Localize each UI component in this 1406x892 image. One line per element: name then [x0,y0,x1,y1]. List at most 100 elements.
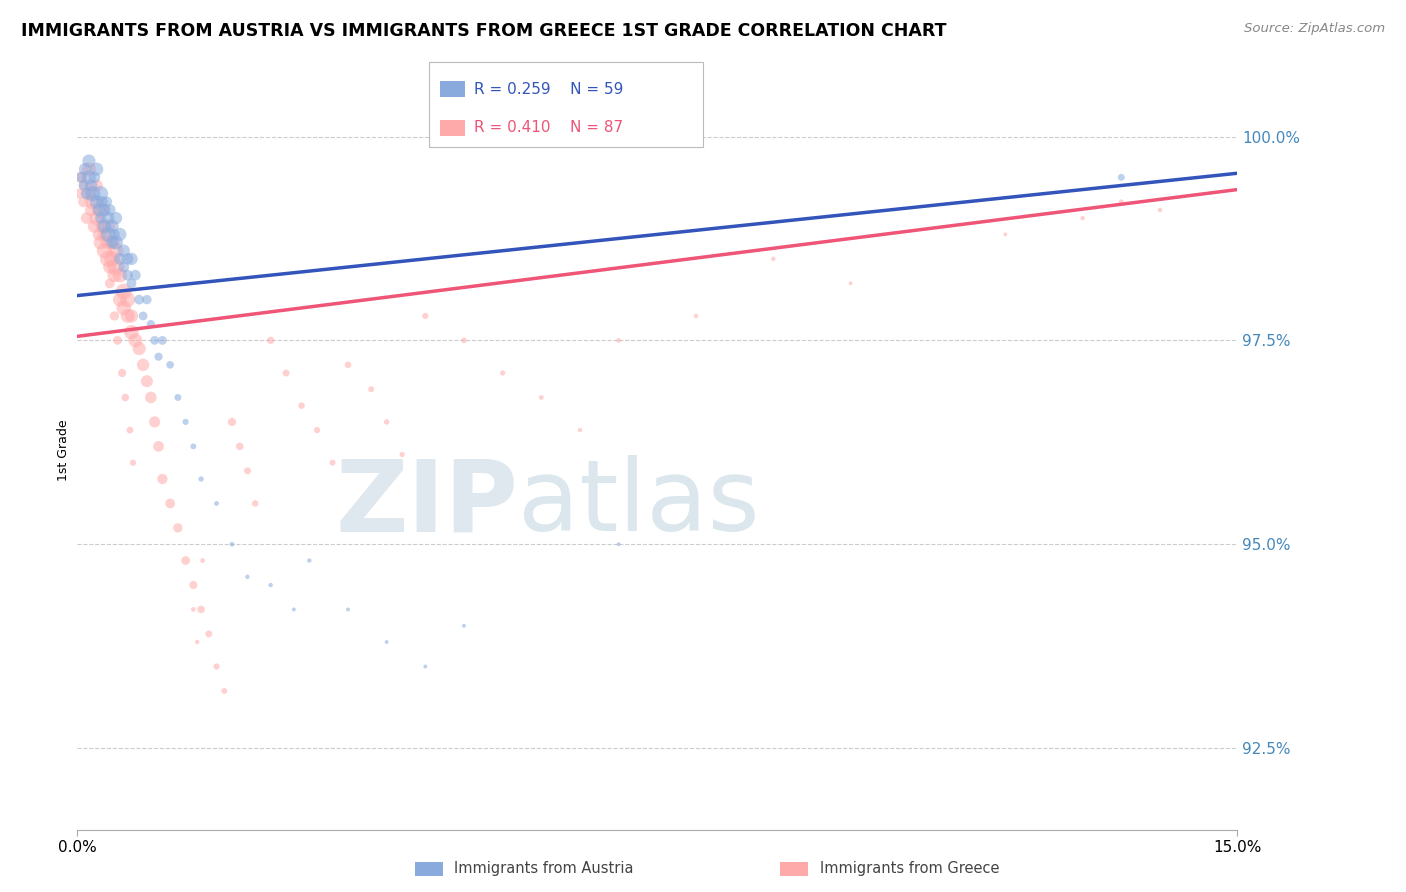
Point [839,277,862,291]
Point [120,325,143,339]
Point [259,334,281,348]
Point [191,553,214,567]
Point [77,186,100,201]
Point [70,170,93,185]
Point [112,260,135,274]
Point [77,170,100,185]
Point [283,602,305,616]
Point [166,521,188,535]
Point [101,219,124,234]
Point [205,659,228,673]
Text: IMMIGRANTS FROM AUSTRIA VS IMMIGRANTS FROM GREECE 1ST GRADE CORRELATION CHART: IMMIGRANTS FROM AUSTRIA VS IMMIGRANTS FR… [21,22,946,40]
Text: atlas: atlas [517,455,759,552]
Point [453,334,475,348]
Point [103,268,125,282]
Point [87,227,110,242]
Text: R = 0.259    N = 59: R = 0.259 N = 59 [474,82,623,96]
Point [112,244,135,258]
Point [375,415,398,429]
Point [98,202,121,217]
Point [97,227,120,242]
Point [205,496,228,510]
Point [413,309,436,323]
Point [159,358,181,372]
Point [159,496,181,510]
Point [124,334,146,348]
Point [274,366,298,380]
Point [197,627,219,641]
Point [298,553,321,567]
Text: Immigrants from Greece: Immigrants from Greece [820,862,1000,876]
Point [122,456,145,470]
Point [245,496,267,510]
Point [101,235,124,250]
Point [96,235,118,250]
Point [290,399,312,413]
Point [120,252,143,266]
Point [105,211,127,226]
Point [76,211,98,226]
Point [98,260,121,274]
Point [148,439,170,453]
Point [105,244,127,258]
Point [139,391,162,405]
Point [97,252,120,266]
Point [174,415,197,429]
Point [96,194,118,209]
Point [607,537,630,551]
Point [83,170,105,185]
Point [114,391,136,405]
Point [336,358,359,372]
Point [67,186,90,201]
Point [101,252,124,266]
Point [391,448,413,462]
Point [336,602,359,616]
Point [87,202,110,217]
Point [143,334,166,348]
Point [994,227,1017,242]
Point [174,553,197,567]
Point [86,194,108,209]
Point [70,170,93,185]
Point [90,235,111,250]
Point [86,211,108,226]
Point [90,186,111,201]
Point [112,285,135,299]
Point [762,252,785,266]
Point [83,219,105,234]
Point [236,464,259,478]
Point [86,178,108,193]
Point [148,350,170,364]
Point [108,252,131,266]
Point [120,309,143,323]
Point [108,293,131,307]
Point [530,391,553,405]
Point [139,317,162,331]
Point [124,268,146,282]
Point [103,309,125,323]
Point [568,423,592,437]
Point [221,415,243,429]
Point [112,301,135,315]
Point [453,619,475,633]
Point [152,334,174,348]
Point [97,211,120,226]
Point [183,578,205,592]
Point [117,293,139,307]
Point [72,194,94,209]
Point [183,602,205,616]
Point [105,260,127,274]
Point [108,227,131,242]
Point [91,194,114,209]
Point [135,374,157,388]
Point [90,202,111,217]
Point [228,439,252,453]
Point [91,219,114,234]
Point [107,334,129,348]
Point [492,366,515,380]
Point [76,186,98,201]
Point [97,219,120,234]
Point [1071,211,1094,226]
Point [77,162,100,177]
Point [152,472,174,486]
